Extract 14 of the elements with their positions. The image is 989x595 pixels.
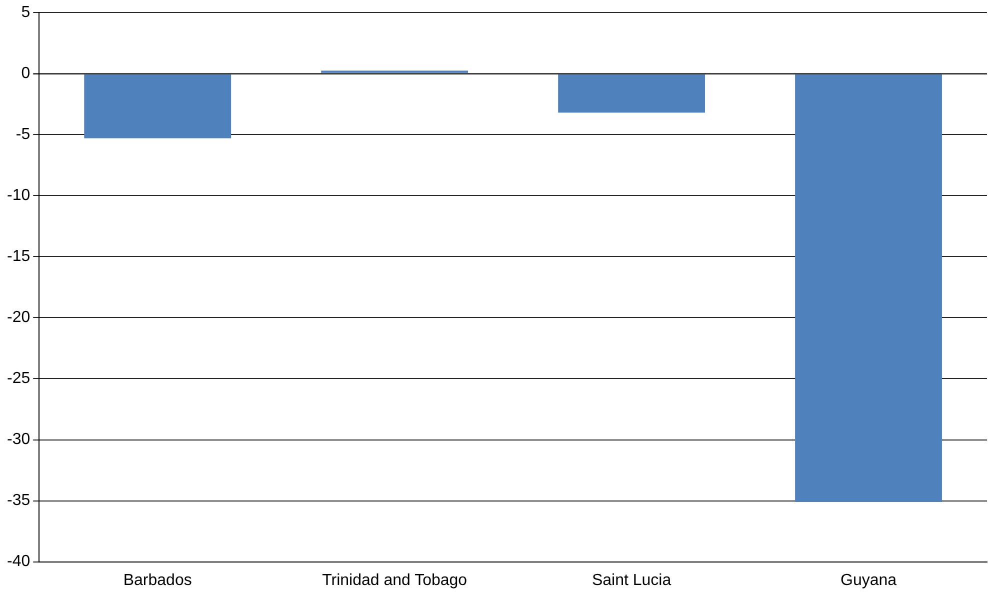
y-tick-label: -10 (7, 187, 30, 204)
y-tick-label: -35 (7, 492, 30, 510)
y-tick-label: -15 (7, 248, 30, 266)
y-tick-label: -40 (7, 553, 30, 570)
x-tick-label: Saint Lucia (592, 572, 672, 589)
x-tick-label: Trinidad and Tobago (322, 572, 468, 589)
y-tick-label: 0 (21, 65, 30, 82)
x-tick-label: Barbados (123, 572, 192, 589)
y-tick-label: 5 (21, 4, 30, 22)
y-tick-label: -20 (7, 309, 30, 326)
y-tick-label: -30 (7, 431, 30, 448)
y-tick-label: -5 (16, 126, 30, 144)
x-tick-label: Guyana (840, 572, 897, 589)
y-tick-label: -25 (7, 370, 30, 388)
